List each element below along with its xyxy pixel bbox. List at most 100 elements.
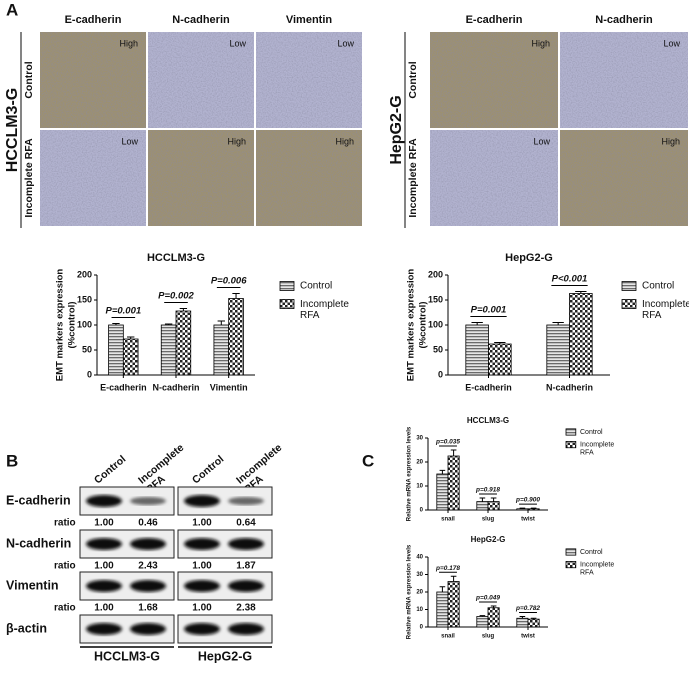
error-bar <box>164 323 173 325</box>
x-tick-label: N-cadherin <box>152 382 199 392</box>
legend-swatch <box>621 281 637 291</box>
y-axis-label: EMT markers expression <box>406 269 417 382</box>
error-bar <box>519 507 526 509</box>
y-tick-label: 50 <box>82 344 92 354</box>
y-tick-label: 150 <box>77 294 92 304</box>
legend-label: Control <box>580 429 603 436</box>
bar <box>516 617 529 628</box>
panel-label: C <box>362 451 374 470</box>
panel-label: B <box>6 451 18 470</box>
x-tick-label: Vimentin <box>210 382 248 392</box>
expression-level: Low <box>337 38 354 48</box>
error-bar <box>232 293 240 299</box>
blot-band <box>130 538 166 550</box>
error-bar <box>450 575 457 582</box>
legend-label: Incomplete RFA <box>300 299 349 321</box>
expression-level: High <box>335 136 354 146</box>
blot-band <box>130 497 166 505</box>
x-tick-label: E-cadherin <box>100 382 147 392</box>
error-bar <box>471 322 483 325</box>
legend-swatch <box>565 441 577 449</box>
y-tick-label: 100 <box>428 319 443 329</box>
y-tick-label: 30 <box>416 436 423 442</box>
micrograph <box>560 32 688 128</box>
p-value: P=0.001 <box>471 305 507 316</box>
legend-swatch <box>279 299 295 309</box>
legend-swatch <box>565 548 577 556</box>
y-tick-label: 20 <box>416 590 423 596</box>
error-bar <box>552 322 564 325</box>
row-label: Control <box>407 61 419 98</box>
y-tick-label: 20 <box>416 460 423 466</box>
y-tick-label: 0 <box>420 508 424 514</box>
p-value: P=0.001 <box>105 306 141 317</box>
y-axis-label: (%control) <box>418 302 429 349</box>
bar <box>516 508 529 511</box>
y-tick-label: 40 <box>416 555 423 561</box>
blot-band <box>86 495 122 507</box>
chart-title: HCCLM3-G <box>467 416 509 425</box>
ratio-value: 2.38 <box>236 603 256 614</box>
error-bar <box>439 469 446 474</box>
group-label: HepG2-G <box>388 95 405 164</box>
blot-band <box>228 538 264 550</box>
ratio-label: ratio <box>54 561 76 572</box>
bar <box>447 581 460 628</box>
micrograph <box>560 130 688 226</box>
error-bar <box>217 320 225 325</box>
row-label: Incomplete RFA <box>23 138 35 218</box>
x-tick-label: snail <box>441 634 455 640</box>
x-tick-label: twist <box>521 517 535 523</box>
bar <box>108 324 124 376</box>
bar <box>476 501 489 511</box>
bar <box>488 343 512 376</box>
bar <box>228 298 244 376</box>
error-bar <box>439 586 446 592</box>
ratio-value: 1.00 <box>94 518 114 529</box>
p-value: P<0.001 <box>552 274 588 285</box>
blot-band <box>130 623 166 635</box>
legend-label: Incomplete RFA <box>580 441 614 456</box>
x-tick-label: twist <box>521 634 535 640</box>
error-bar <box>479 497 486 502</box>
expression-level: High <box>661 136 680 146</box>
ratio-value: 1.68 <box>138 603 158 614</box>
group-label: HCCLM3-G <box>94 649 160 663</box>
expression-level: Low <box>229 38 246 48</box>
group-label: HCCLM3-G <box>4 88 21 172</box>
error-bar <box>112 323 120 325</box>
protein-label: β-actin <box>6 621 47 635</box>
blot-band <box>228 580 264 592</box>
p-value: p=0.178 <box>435 565 460 572</box>
p-value: p=0.035 <box>435 439 460 446</box>
row-label: Control <box>23 61 35 98</box>
column-header: Vimentin <box>286 14 333 26</box>
error-bar <box>494 342 506 344</box>
x-tick-label: slug <box>482 634 495 640</box>
y-axis-label: EMT markers expression <box>55 269 66 382</box>
protein-label: E-cadherin <box>6 493 71 507</box>
error-bar <box>530 507 537 509</box>
legend-swatch <box>565 428 577 436</box>
blot-band <box>184 538 220 550</box>
expression-level: High <box>119 38 138 48</box>
legend-label: Incomplete RFA <box>580 561 614 576</box>
protein-label: N-cadherin <box>6 536 71 550</box>
p-value: p=0.900 <box>515 497 540 504</box>
blot-band <box>86 538 122 550</box>
lane-label: Control <box>92 453 128 486</box>
blot-band <box>228 497 264 505</box>
panel-label: A <box>6 0 18 19</box>
legend-label: Incomplete RFA <box>642 299 689 321</box>
ratio-value: 1.00 <box>192 561 212 572</box>
ratio-value: 1.00 <box>192 518 212 529</box>
micrograph <box>256 130 362 226</box>
column-header: E-cadherin <box>466 14 523 26</box>
ratio-value: 1.00 <box>94 561 114 572</box>
bar <box>487 501 500 511</box>
y-axis-label: Relative mRNA expression levels <box>407 544 413 639</box>
micrograph <box>430 130 558 226</box>
blot-band <box>86 580 122 592</box>
ratio-label: ratio <box>54 603 76 614</box>
bar <box>447 455 460 511</box>
